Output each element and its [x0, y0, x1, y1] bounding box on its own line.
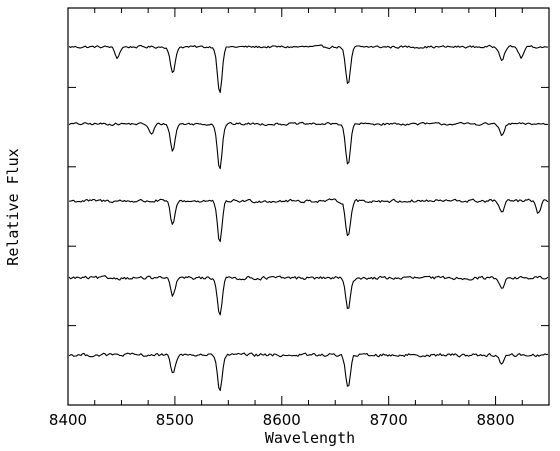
- axis-ticks: [67, 7, 550, 406]
- x-tick-label: 8600: [263, 411, 301, 429]
- spectra-series: [68, 44, 549, 392]
- spectrum-line-2: [68, 121, 548, 170]
- spectrum-line-5: [68, 352, 549, 392]
- spectrum-line-1: [68, 44, 548, 94]
- x-tick-label: 8500: [156, 411, 194, 429]
- x-tick-labels: 8400 8500 8600 8700 8800: [49, 411, 515, 429]
- spectrum-line-3: [69, 198, 549, 243]
- x-axis-label: Wavelength: [265, 429, 355, 447]
- spectrum-line-4: [68, 275, 549, 316]
- y-axis-label: Relative Flux: [4, 148, 22, 265]
- x-tick-label: 8400: [49, 411, 87, 429]
- x-tick-label: 8800: [476, 411, 514, 429]
- plot-frame: [67, 7, 550, 406]
- x-tick-label: 8700: [370, 411, 408, 429]
